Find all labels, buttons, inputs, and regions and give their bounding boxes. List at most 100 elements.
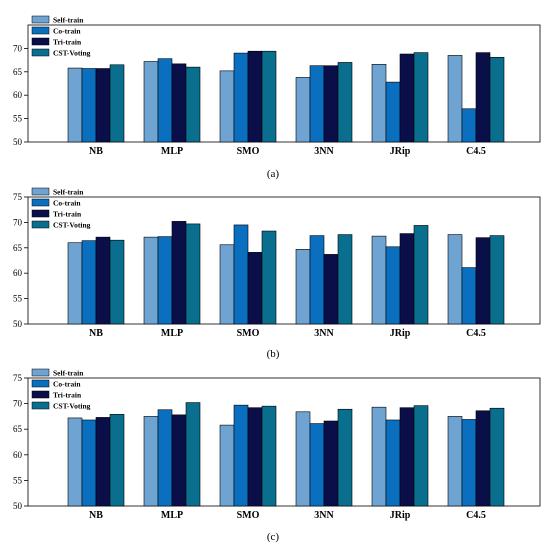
x-category-label: NB xyxy=(89,328,103,339)
panel-caption: (b) xyxy=(267,348,280,360)
bar-tri-train xyxy=(323,65,339,143)
legend-swatch xyxy=(31,37,50,46)
bar-co-train xyxy=(309,235,325,325)
bar-self-train xyxy=(143,61,159,143)
legend-label: Self-train xyxy=(53,369,84,378)
legend-swatch xyxy=(31,368,50,377)
x-category-label: C4.5 xyxy=(466,146,486,157)
y-tick-label: 55 xyxy=(13,475,23,485)
x-category-label: MLP xyxy=(161,510,183,521)
bar-co-train xyxy=(233,52,249,143)
bar-cst-voting xyxy=(489,56,505,143)
bar-tri-train xyxy=(247,252,263,325)
bar-self-train xyxy=(219,70,235,143)
bar-self-train xyxy=(295,411,311,507)
legend-label: Self-train xyxy=(53,16,84,25)
plot-frame xyxy=(27,377,541,507)
plot-frame xyxy=(27,24,541,143)
x-category-label: SMO xyxy=(237,328,260,339)
bar-self-train xyxy=(67,242,83,325)
legend-swatch xyxy=(31,209,50,218)
bar-tri-train xyxy=(399,53,415,143)
bar-co-train xyxy=(385,419,401,507)
bar-co-train xyxy=(81,419,97,507)
bar-co-train xyxy=(385,246,401,325)
bar-tri-train xyxy=(323,420,339,507)
bar-self-train xyxy=(143,416,159,507)
bar-cst-voting xyxy=(413,52,429,143)
bar-self-train xyxy=(143,236,159,325)
bar-cst-voting xyxy=(413,405,429,507)
bar-tri-train xyxy=(399,233,415,325)
legend-label: CST-Voting xyxy=(53,49,91,58)
x-category-label: 3NN xyxy=(314,328,334,339)
legend-swatch xyxy=(31,26,50,35)
bar-co-train xyxy=(233,404,249,507)
y-tick-label: 75 xyxy=(13,373,23,383)
y-tick-label: 70 xyxy=(13,43,23,53)
bar-co-train xyxy=(309,423,325,507)
legend-label: Co-train xyxy=(53,27,81,36)
x-category-label: MLP xyxy=(161,328,183,339)
x-category-label: 3NN xyxy=(314,146,334,157)
bar-cst-voting xyxy=(413,225,429,325)
x-category-label: MLP xyxy=(161,146,183,157)
x-category-label: SMO xyxy=(237,146,260,157)
x-category-label: SMO xyxy=(237,510,260,521)
bar-co-train xyxy=(157,58,173,143)
bar-tri-train xyxy=(95,236,111,325)
y-tick-label: 55 xyxy=(13,114,23,124)
bar-self-train xyxy=(67,417,83,507)
y-tick-label: 75 xyxy=(13,192,23,202)
bar-cst-voting xyxy=(337,408,353,507)
x-category-label: NB xyxy=(89,510,103,521)
chart-panel: 50 55 60 65 70 75 NB MLP SMO 3NN JRip C4.5 Self-trai… xyxy=(13,188,541,360)
bar-self-train xyxy=(295,249,311,325)
bar-tri-train xyxy=(95,417,111,507)
legend-label: Self-train xyxy=(53,188,84,197)
legend-swatch xyxy=(31,390,50,399)
x-category-label: C4.5 xyxy=(466,510,486,521)
legend-label: CST-Voting xyxy=(53,221,91,230)
bar-co-train xyxy=(461,419,477,507)
bar-self-train xyxy=(295,77,311,143)
y-tick-label: 65 xyxy=(13,67,23,77)
legend-swatch xyxy=(31,15,50,24)
bar-co-train xyxy=(157,409,173,507)
y-tick-label: 65 xyxy=(13,243,23,253)
bar-tri-train xyxy=(95,68,111,143)
bar-co-train xyxy=(157,236,173,325)
y-tick-label: 60 xyxy=(13,450,23,460)
legend-swatch xyxy=(31,401,50,410)
y-tick-label: 55 xyxy=(13,294,23,304)
bar-co-train xyxy=(81,240,97,325)
x-category-label: JRip xyxy=(390,510,411,521)
bar-self-train xyxy=(447,234,463,325)
bar-tri-train xyxy=(247,50,263,143)
legend-swatch xyxy=(31,220,50,229)
bar-cst-voting xyxy=(337,234,353,325)
bar-cst-voting xyxy=(261,50,277,143)
bar-cst-voting xyxy=(489,407,505,507)
panel-caption: (c) xyxy=(267,531,280,543)
legend-label: CST-Voting xyxy=(53,402,91,411)
x-category-label: JRip xyxy=(390,328,411,339)
bar-self-train xyxy=(371,235,387,325)
legend-label: Tri-train xyxy=(53,38,82,47)
chart-panel: 50 55 60 65 70 75 NB MLP SMO 3NN JRip C4.5 Self-trai… xyxy=(13,368,541,543)
y-tick-label: 50 xyxy=(13,137,23,147)
legend-swatch xyxy=(31,379,50,388)
x-category-label: NB xyxy=(89,146,103,157)
bar-tri-train xyxy=(171,63,187,143)
bar-cst-voting xyxy=(109,239,125,325)
y-tick-label: 60 xyxy=(13,268,23,278)
x-category-label: C4.5 xyxy=(466,328,486,339)
bar-co-train xyxy=(461,108,477,143)
y-tick-label: 70 xyxy=(13,217,23,227)
bar-self-train xyxy=(219,244,235,325)
y-tick-label: 50 xyxy=(13,501,23,511)
bar-co-train xyxy=(461,267,477,325)
bar-co-train xyxy=(81,68,97,143)
bar-tri-train xyxy=(399,407,415,507)
panel-caption: (a) xyxy=(267,168,280,180)
